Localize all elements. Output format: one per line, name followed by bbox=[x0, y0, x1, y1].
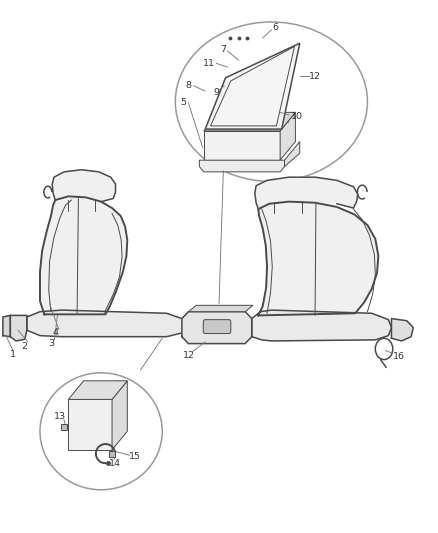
Text: 15: 15 bbox=[129, 453, 141, 462]
Text: 2: 2 bbox=[22, 342, 28, 351]
Text: 4: 4 bbox=[52, 328, 58, 337]
Polygon shape bbox=[199, 160, 285, 172]
Text: 12: 12 bbox=[309, 71, 321, 80]
Text: 11: 11 bbox=[203, 59, 215, 68]
Polygon shape bbox=[182, 312, 252, 344]
Polygon shape bbox=[68, 381, 127, 399]
Polygon shape bbox=[3, 316, 11, 337]
Text: 12: 12 bbox=[183, 351, 194, 360]
FancyBboxPatch shape bbox=[203, 320, 231, 334]
Polygon shape bbox=[285, 142, 300, 166]
Polygon shape bbox=[258, 201, 378, 316]
Polygon shape bbox=[11, 316, 27, 341]
Text: 16: 16 bbox=[393, 352, 405, 361]
Polygon shape bbox=[205, 43, 300, 129]
Polygon shape bbox=[204, 131, 280, 160]
Text: 13: 13 bbox=[53, 412, 66, 421]
Polygon shape bbox=[112, 381, 127, 450]
Polygon shape bbox=[52, 169, 116, 201]
Text: 6: 6 bbox=[273, 23, 279, 32]
Polygon shape bbox=[40, 196, 127, 314]
Text: 3: 3 bbox=[48, 339, 54, 348]
Text: 7: 7 bbox=[220, 45, 226, 54]
Polygon shape bbox=[204, 112, 295, 131]
Polygon shape bbox=[252, 310, 392, 341]
Text: 5: 5 bbox=[180, 98, 186, 107]
Text: 9: 9 bbox=[213, 87, 219, 96]
Text: 1: 1 bbox=[10, 350, 16, 359]
Polygon shape bbox=[392, 319, 413, 341]
Text: 10: 10 bbox=[291, 112, 303, 121]
Polygon shape bbox=[188, 305, 253, 312]
Polygon shape bbox=[27, 310, 184, 337]
Polygon shape bbox=[68, 399, 112, 450]
Polygon shape bbox=[255, 177, 358, 209]
Polygon shape bbox=[280, 112, 295, 160]
Text: 14: 14 bbox=[109, 459, 121, 467]
Text: 8: 8 bbox=[185, 81, 191, 90]
